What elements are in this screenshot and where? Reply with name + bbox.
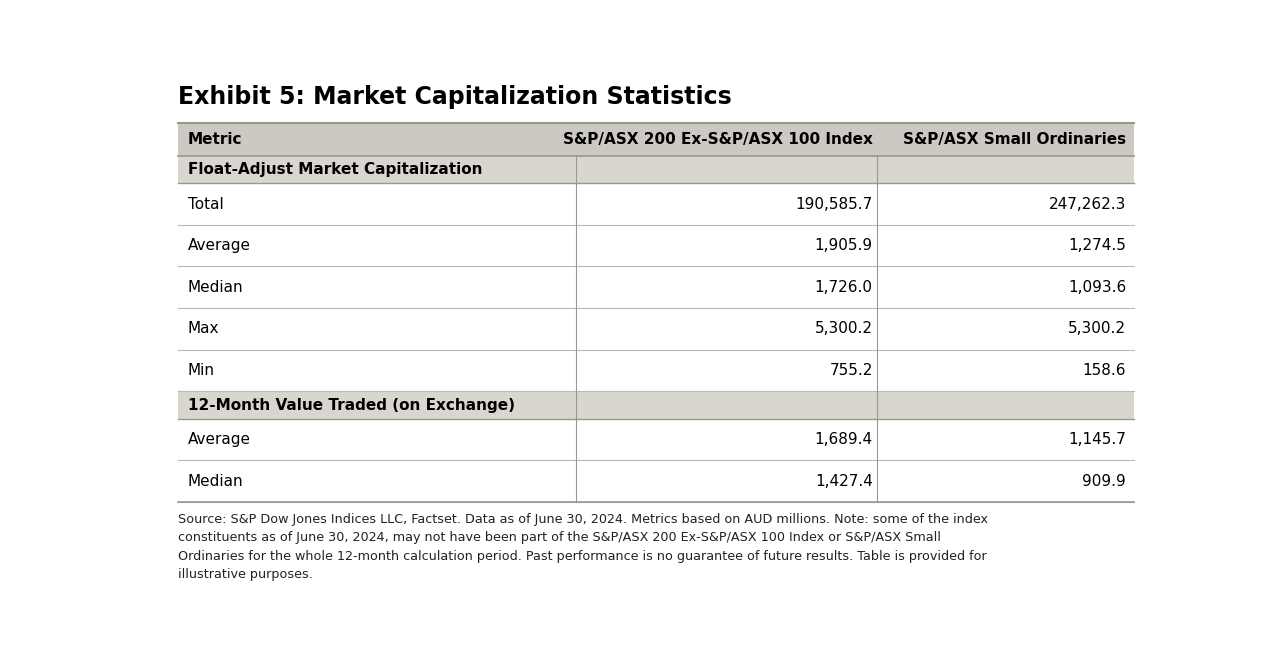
Bar: [178, 461, 1134, 502]
Text: 1,689.4: 1,689.4: [814, 432, 873, 447]
Text: 1,093.6: 1,093.6: [1068, 280, 1126, 295]
Bar: [178, 419, 1134, 461]
Text: 247,262.3: 247,262.3: [1048, 196, 1126, 212]
Text: Max: Max: [188, 321, 219, 336]
Text: 190,585.7: 190,585.7: [796, 196, 873, 212]
Bar: [178, 183, 1134, 225]
Text: 1,427.4: 1,427.4: [815, 474, 873, 488]
Text: 1,726.0: 1,726.0: [815, 280, 873, 295]
Bar: [178, 155, 1134, 183]
Text: 158.6: 158.6: [1083, 363, 1126, 378]
Bar: [178, 123, 1134, 155]
Text: S&P/ASX 200 Ex-S&P/ASX 100 Index: S&P/ASX 200 Ex-S&P/ASX 100 Index: [563, 132, 873, 147]
Text: Median: Median: [188, 280, 243, 295]
Text: Min: Min: [188, 363, 215, 378]
Text: Total: Total: [188, 196, 224, 212]
Text: Average: Average: [188, 432, 251, 447]
Bar: [178, 308, 1134, 350]
Text: Exhibit 5: Market Capitalization Statistics: Exhibit 5: Market Capitalization Statist…: [178, 85, 732, 110]
Text: S&P/ASX Small Ordinaries: S&P/ASX Small Ordinaries: [904, 132, 1126, 147]
Bar: [178, 391, 1134, 419]
Text: Float-Adjust Market Capitalization: Float-Adjust Market Capitalization: [188, 162, 483, 177]
Text: 5,300.2: 5,300.2: [1069, 321, 1126, 336]
Bar: [178, 266, 1134, 308]
Text: 1,905.9: 1,905.9: [814, 238, 873, 253]
Bar: [178, 225, 1134, 266]
Text: Metric: Metric: [188, 132, 242, 147]
Text: Average: Average: [188, 238, 251, 253]
Text: Median: Median: [188, 474, 243, 488]
Bar: [178, 350, 1134, 391]
Text: 909.9: 909.9: [1083, 474, 1126, 488]
Text: 12-Month Value Traded (on Exchange): 12-Month Value Traded (on Exchange): [188, 397, 515, 412]
Text: 5,300.2: 5,300.2: [815, 321, 873, 336]
Text: 1,274.5: 1,274.5: [1069, 238, 1126, 253]
Text: Source: S&P Dow Jones Indices LLC, Factset. Data as of June 30, 2024. Metrics ba: Source: S&P Dow Jones Indices LLC, Facts…: [178, 513, 988, 581]
Text: 755.2: 755.2: [829, 363, 873, 378]
Text: 1,145.7: 1,145.7: [1069, 432, 1126, 447]
